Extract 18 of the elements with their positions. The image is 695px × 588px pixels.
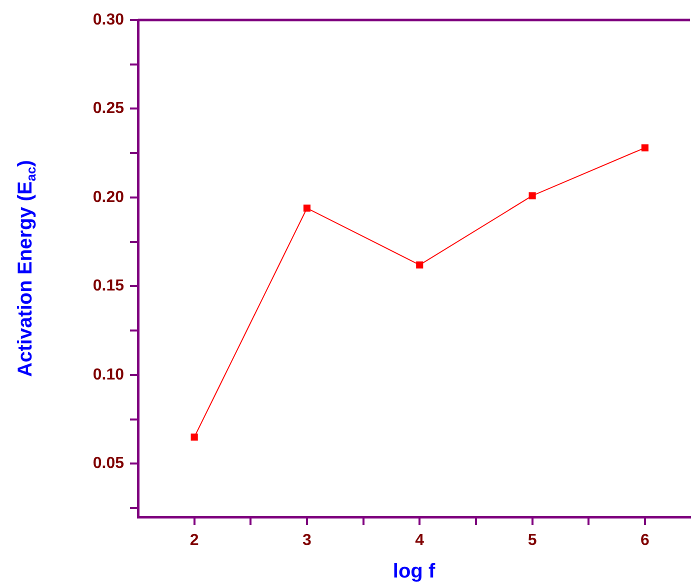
point xyxy=(528,192,536,200)
point xyxy=(641,144,648,152)
x-tick-label: 4 xyxy=(415,532,424,550)
x-tick-label: 5 xyxy=(528,532,537,550)
x-tick-label: 2 xyxy=(190,532,199,550)
y-tick-label: 0.20 xyxy=(92,188,124,206)
y-tick-label: 0.25 xyxy=(92,100,124,118)
y-tick-label: 0.10 xyxy=(92,366,124,384)
x-tick-label: 3 xyxy=(302,532,312,550)
x-axis-title: log f xyxy=(392,560,436,583)
y-tick-label: 0.15 xyxy=(92,278,124,295)
point xyxy=(303,204,311,212)
y-tick-label: 0.05 xyxy=(92,455,124,472)
point xyxy=(416,261,424,268)
point xyxy=(190,434,198,441)
y-tick-label: 0.30 xyxy=(92,11,124,28)
x-tick-label: 6 xyxy=(640,532,650,550)
y-axis-title: Activation Energy (Eac) xyxy=(14,160,39,377)
